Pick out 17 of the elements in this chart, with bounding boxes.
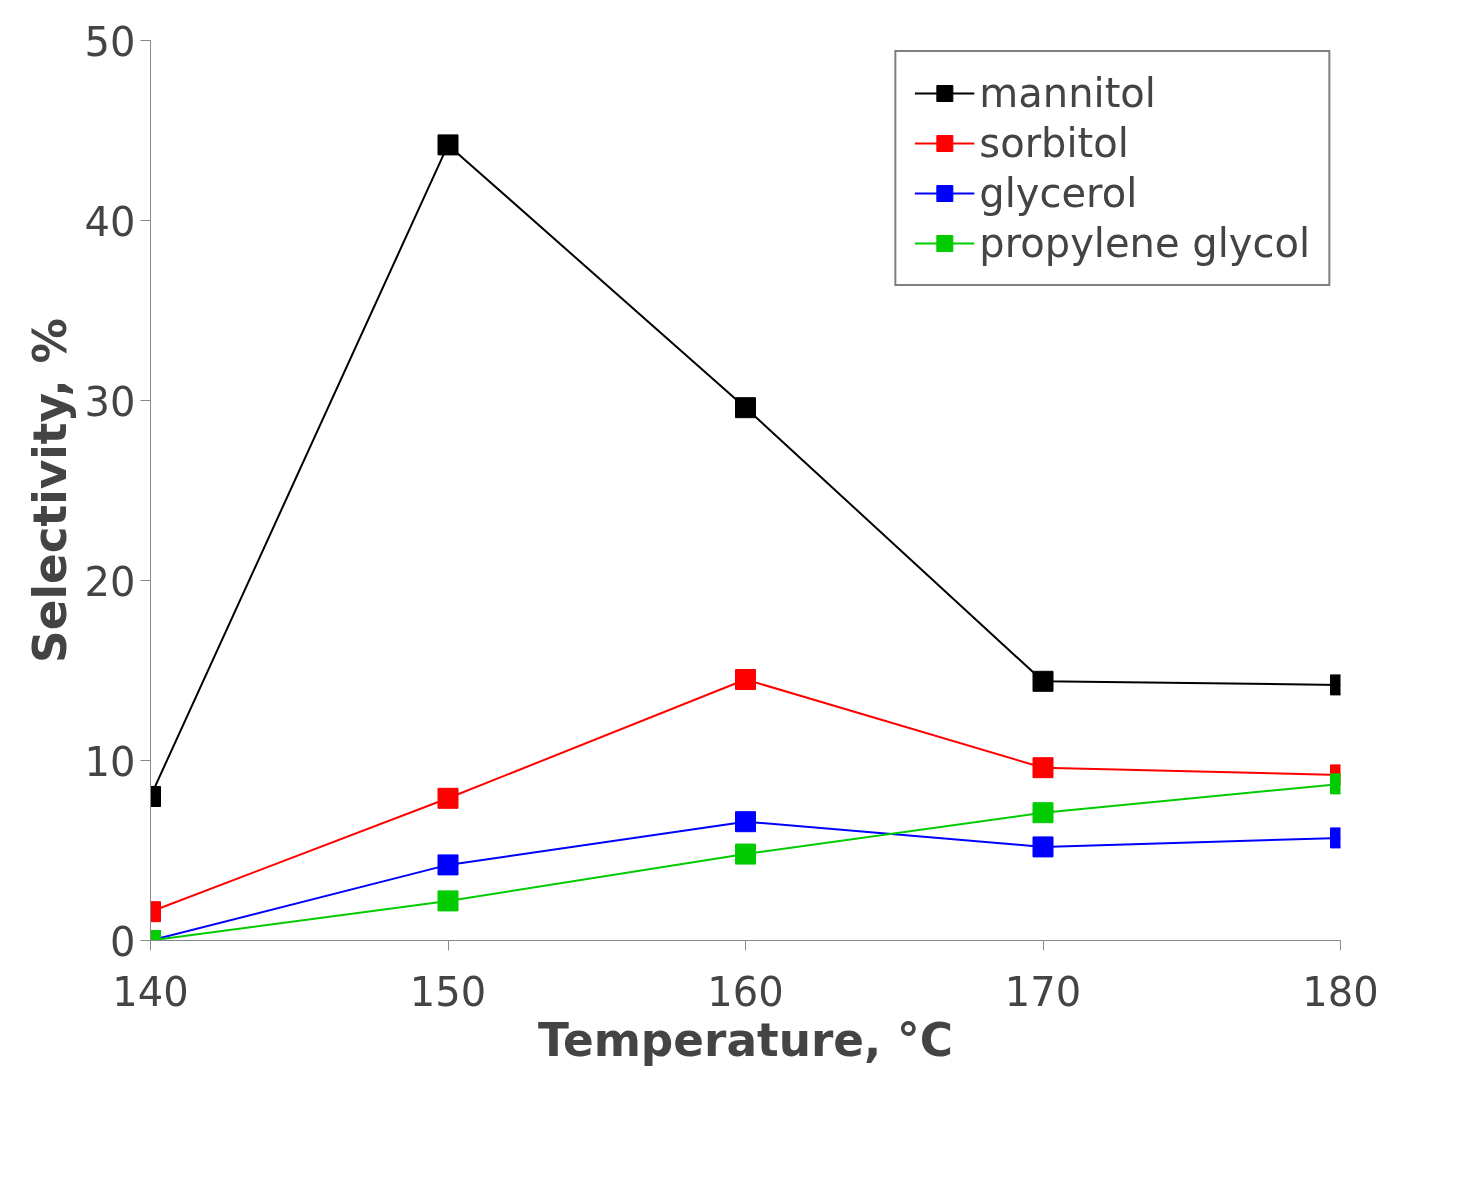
y-axis-title: Selectivity, % [23,318,77,663]
legend-label: sorbitol [979,120,1129,166]
y-tick-label: 10 [84,738,136,785]
x-tick-label: 150 [409,968,487,1015]
y-tick-label: 30 [84,378,136,425]
x-tick-label: 160 [707,968,784,1015]
x-tick-label: 180 [1302,968,1379,1015]
x-axis-title: Temperature, °C [538,1013,953,1067]
y-tick-label: 40 [84,198,136,245]
x-tick-label: 170 [1004,968,1082,1015]
y-tick-label: 20 [84,558,136,605]
legend-label: mannitol [979,70,1156,116]
y-tick-label: 0 [110,918,136,965]
legend-label: propylene glycol [979,220,1310,266]
y-tick-label: 50 [84,18,136,65]
legend-label: glycerol [979,170,1138,216]
x-tick-label: 140 [112,968,189,1015]
